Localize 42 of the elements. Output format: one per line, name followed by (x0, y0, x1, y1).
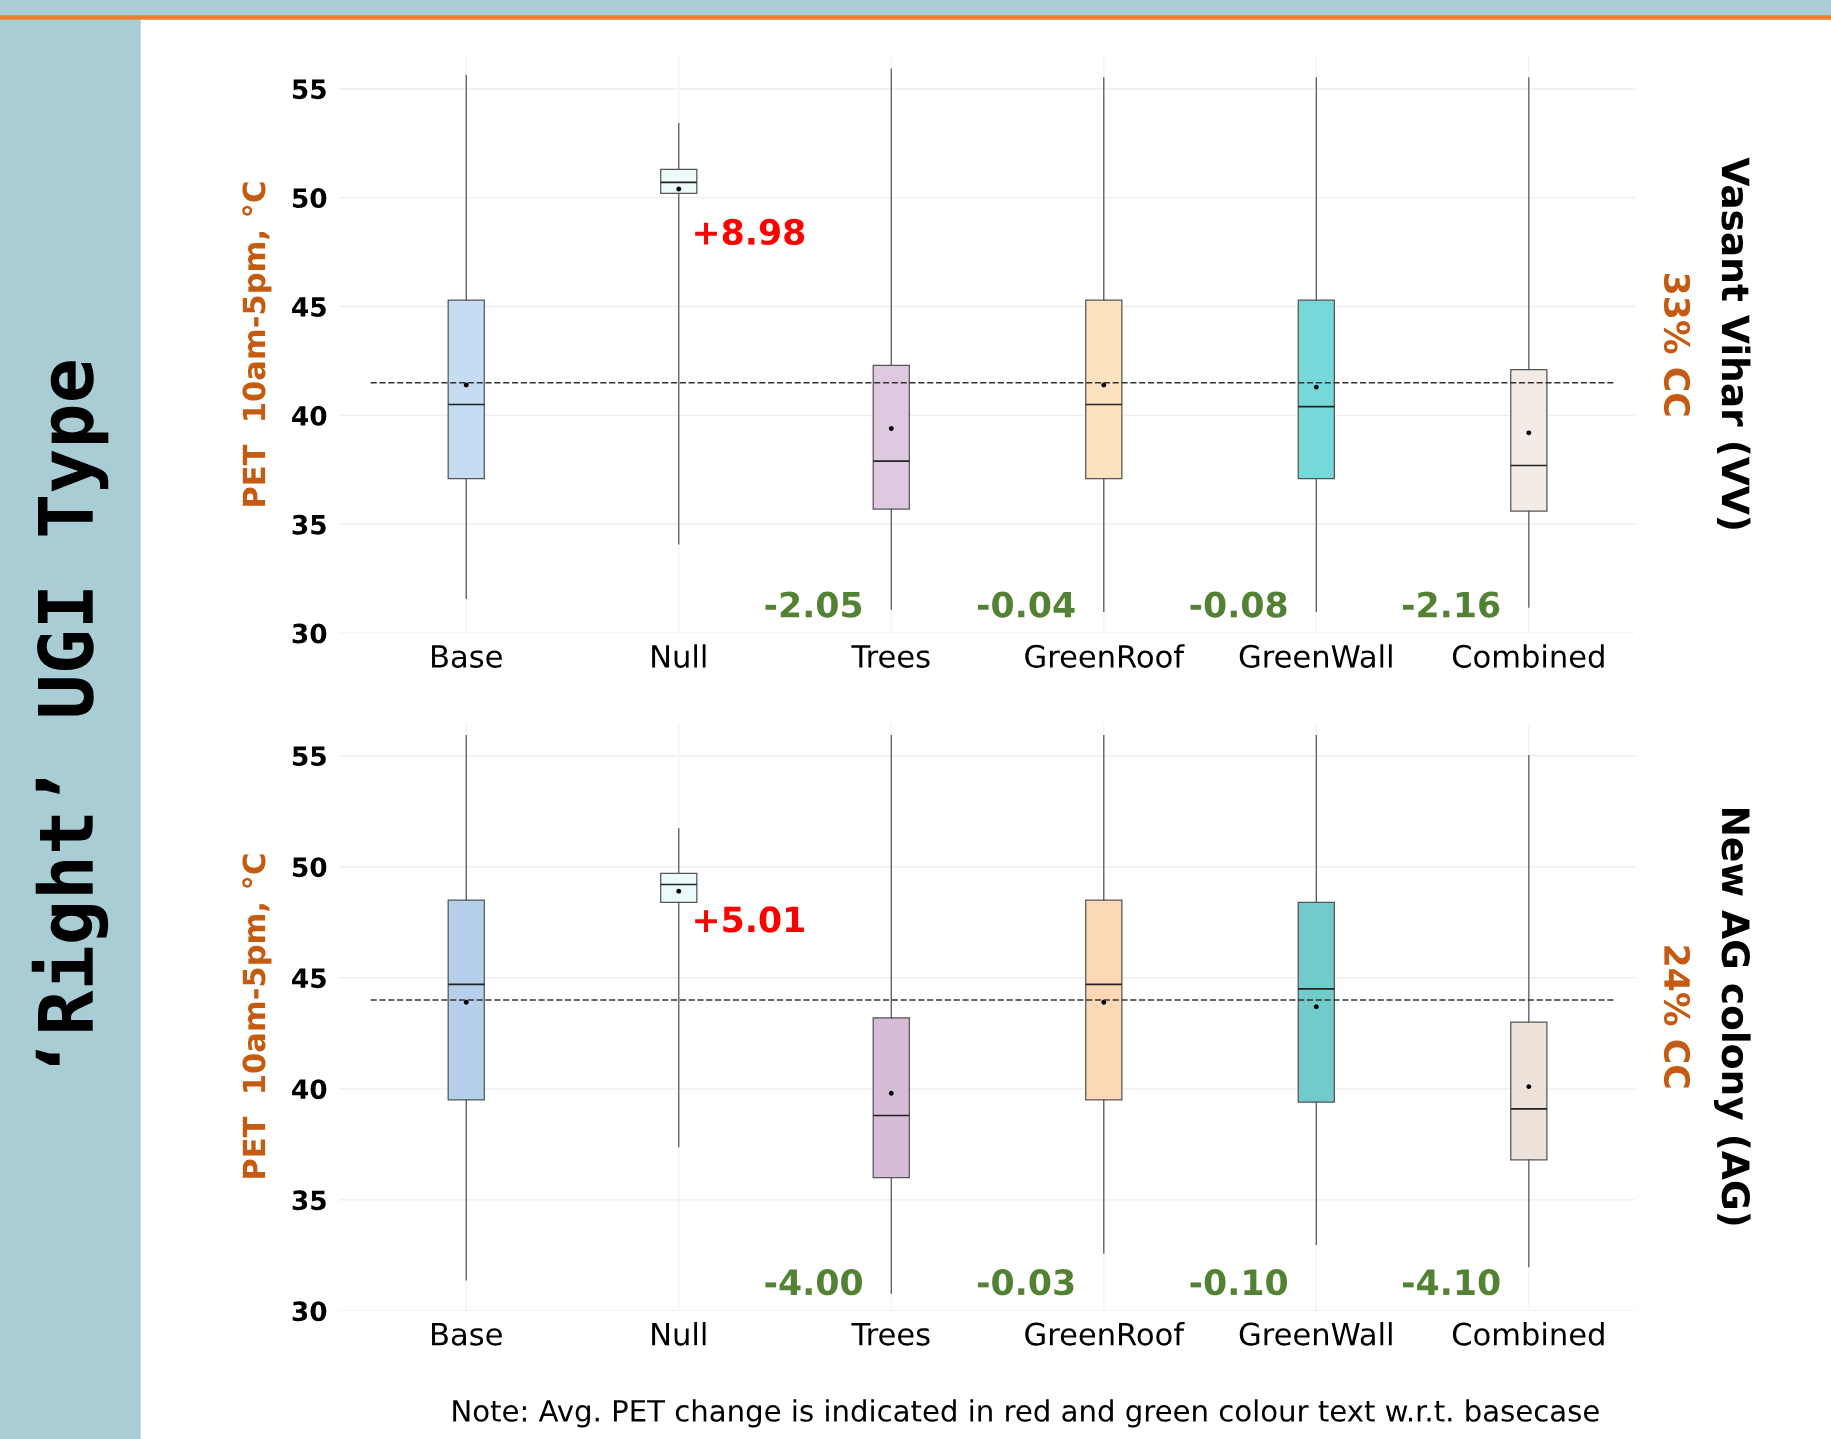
text: 24% CC (1663, 946, 1691, 1088)
text: Vasant Vihar (VV) (1717, 157, 1751, 529)
annotation: -0.03 (977, 1269, 1074, 1296)
text: ‘Right’ UGI Type (31, 361, 109, 1065)
annotation: -4.10 (1403, 1269, 1500, 1296)
annotation: +8.98 (695, 218, 805, 246)
annotation: -0.10 (1190, 1269, 1288, 1296)
x-tick-label: GreenRoof (1025, 1322, 1185, 1346)
text: Note: Avg. PET change is indicated in red and green colour text w.r.t. basecase (453, 1399, 1599, 1428)
x-tick-label: Trees (851, 645, 930, 668)
annotation: -2.05 (765, 591, 862, 618)
x-tick-label: GreenWall (1239, 644, 1392, 668)
y-tick-label: 55 (292, 746, 326, 767)
y-tick-label: 50 (292, 188, 327, 209)
annotation: +5.01 (695, 906, 804, 933)
x-tick-label: Base (432, 1322, 502, 1346)
x-tick-label: Base (432, 645, 502, 668)
y-tick-label: 45 (292, 297, 326, 317)
annotation: -0.08 (1190, 591, 1287, 618)
y-tick-label: 30 (292, 1301, 327, 1322)
x-tick-label: Null (652, 1322, 706, 1346)
y-tick-label: 45 (292, 968, 326, 989)
y-axis-title: PET 10am-5pm, °C (242, 854, 272, 1178)
y-tick-label: 55 (292, 79, 326, 100)
text: New AG colony (AG) (1714, 808, 1751, 1225)
x-tick-label: Combined (1452, 644, 1604, 668)
y-tick-label: 40 (292, 405, 327, 426)
y-tick-label: 35 (292, 514, 326, 535)
y-tick-label: 50 (292, 857, 327, 878)
x-tick-label: Combined (1452, 1322, 1604, 1346)
y-tick-label: 35 (292, 1190, 326, 1211)
x-tick-label: GreenWall (1239, 1322, 1392, 1346)
annotation: -4.00 (765, 1269, 862, 1296)
y-tick-label: 40 (292, 1079, 327, 1100)
x-tick-label: GreenRoof (1025, 644, 1185, 668)
y-tick-label: 30 (292, 623, 327, 644)
text: 33% CC (1663, 273, 1691, 416)
x-tick-label: Null (652, 644, 706, 668)
annotation: -0.04 (977, 591, 1075, 618)
annotation: -2.16 (1403, 591, 1500, 618)
y-axis-title: PET 10am-5pm, °C (242, 182, 272, 506)
x-tick-label: Trees (851, 1322, 930, 1346)
